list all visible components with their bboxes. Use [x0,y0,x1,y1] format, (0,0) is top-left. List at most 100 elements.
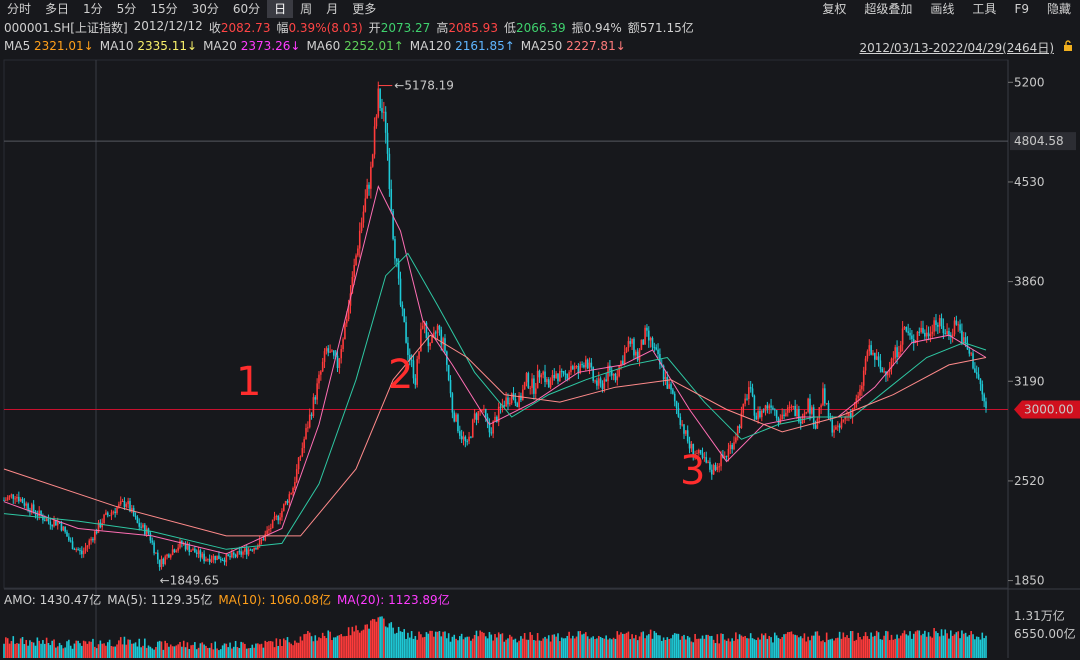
candle-body [622,360,624,365]
period-tab[interactable]: 周 [300,2,313,16]
candle-body [905,326,908,332]
volume-bar [966,636,969,658]
volume-bar [603,638,606,658]
tools-button[interactable]: 工具 [972,2,997,16]
volume-bar [19,638,22,658]
volume-bar [106,642,109,658]
y-tick-label: 4530 [1014,175,1045,189]
candle-body [657,349,659,354]
candle-body [6,497,9,500]
period-tab[interactable]: 5分 [116,2,137,16]
volume-bar [660,640,663,658]
volume-bar [188,648,191,658]
period-tab[interactable]: 30分 [191,2,219,16]
period-tab-daily[interactable]: 日 [267,0,294,18]
candle-body [90,538,92,541]
candle-body [738,426,741,428]
period-tab[interactable]: 60分 [232,2,261,16]
period-tab[interactable]: 1分 [83,2,103,16]
adjust-button[interactable]: 复权 [822,2,847,16]
candle-body [69,540,72,542]
candle-body [872,352,874,355]
volume-bar [840,638,843,658]
volume-bar [114,646,116,658]
volume-bar [231,648,233,658]
candle-body [327,348,330,353]
low-value: 2066.39 [515,21,566,35]
candle-body [436,325,439,334]
volume-bar [284,640,287,658]
period-tab[interactable]: 分时 [7,2,32,16]
volume-bar [709,636,711,658]
period-tab[interactable]: 15分 [150,2,178,16]
candle-body [542,371,544,375]
volume-bar [783,634,785,658]
volume-bar [727,638,730,658]
candle-body [266,530,268,534]
volume-bar [946,633,948,658]
volume-bar [855,639,858,658]
volume-bar [746,638,748,658]
candle-body [555,373,557,379]
period-tab-more[interactable]: 更多 [352,2,377,16]
volume-bar [501,633,504,658]
volume-bar [281,645,283,658]
candle-body [962,337,965,343]
candle-body [446,351,448,365]
lock-icon[interactable] [1062,40,1074,52]
candle-body [746,398,748,400]
candle-body [156,552,159,560]
volume-bar [877,632,880,658]
volume-bar [581,634,583,658]
candle-body [134,516,137,518]
draw-line-button[interactable]: 画线 [930,2,955,16]
volume-bar [349,635,352,658]
candle-body [464,436,467,442]
volume-bar [12,636,15,658]
volume-bar [770,637,772,658]
volume-bar [879,639,882,658]
candle-body [43,520,46,522]
candle-body [268,529,270,531]
volume-tick-label: 1.31万亿 [1014,608,1065,623]
volume-bar [903,630,906,658]
candle-body [195,552,198,554]
volume-bar [579,630,582,658]
candle-body [844,416,846,420]
period-tab[interactable]: 多日 [45,2,70,16]
volume-bar [425,632,428,658]
candle-body [82,550,85,555]
volume-bar [866,636,869,658]
volume-bar [371,618,374,658]
volume-bar [479,630,481,658]
period-tab[interactable]: 月 [326,2,339,16]
volume-bar [192,644,194,658]
volume-bar [362,629,365,658]
candle-body [803,413,806,417]
volume-bar [93,646,96,658]
ma5-value: 2321.01↓ [34,39,94,53]
volume-bar [325,638,328,658]
volume-bar [47,643,50,658]
candle-body [972,353,974,369]
candle-body [551,374,554,381]
hide-button[interactable]: 隐藏 [1046,2,1071,16]
candle-body [544,371,546,383]
volume-bar [225,643,228,658]
candle-body [618,365,620,377]
volume-bar [396,632,398,658]
date-range-selector[interactable]: 2012/03/13-2022/04/29(2464日) [859,41,1054,55]
volume-bar [568,631,570,658]
candle-body [573,366,576,370]
candle-body [942,325,945,334]
annotation-2: 2 [388,352,413,398]
volume-bar [162,649,165,658]
overlay-button[interactable]: 超级叠加 [864,2,913,16]
high-value: 2085.93 [448,21,498,35]
candle-body [531,378,533,388]
candle-body [238,551,241,553]
f9-button[interactable]: F9 [1014,2,1029,16]
volume-bar [618,634,620,658]
volume-bar [23,644,26,658]
